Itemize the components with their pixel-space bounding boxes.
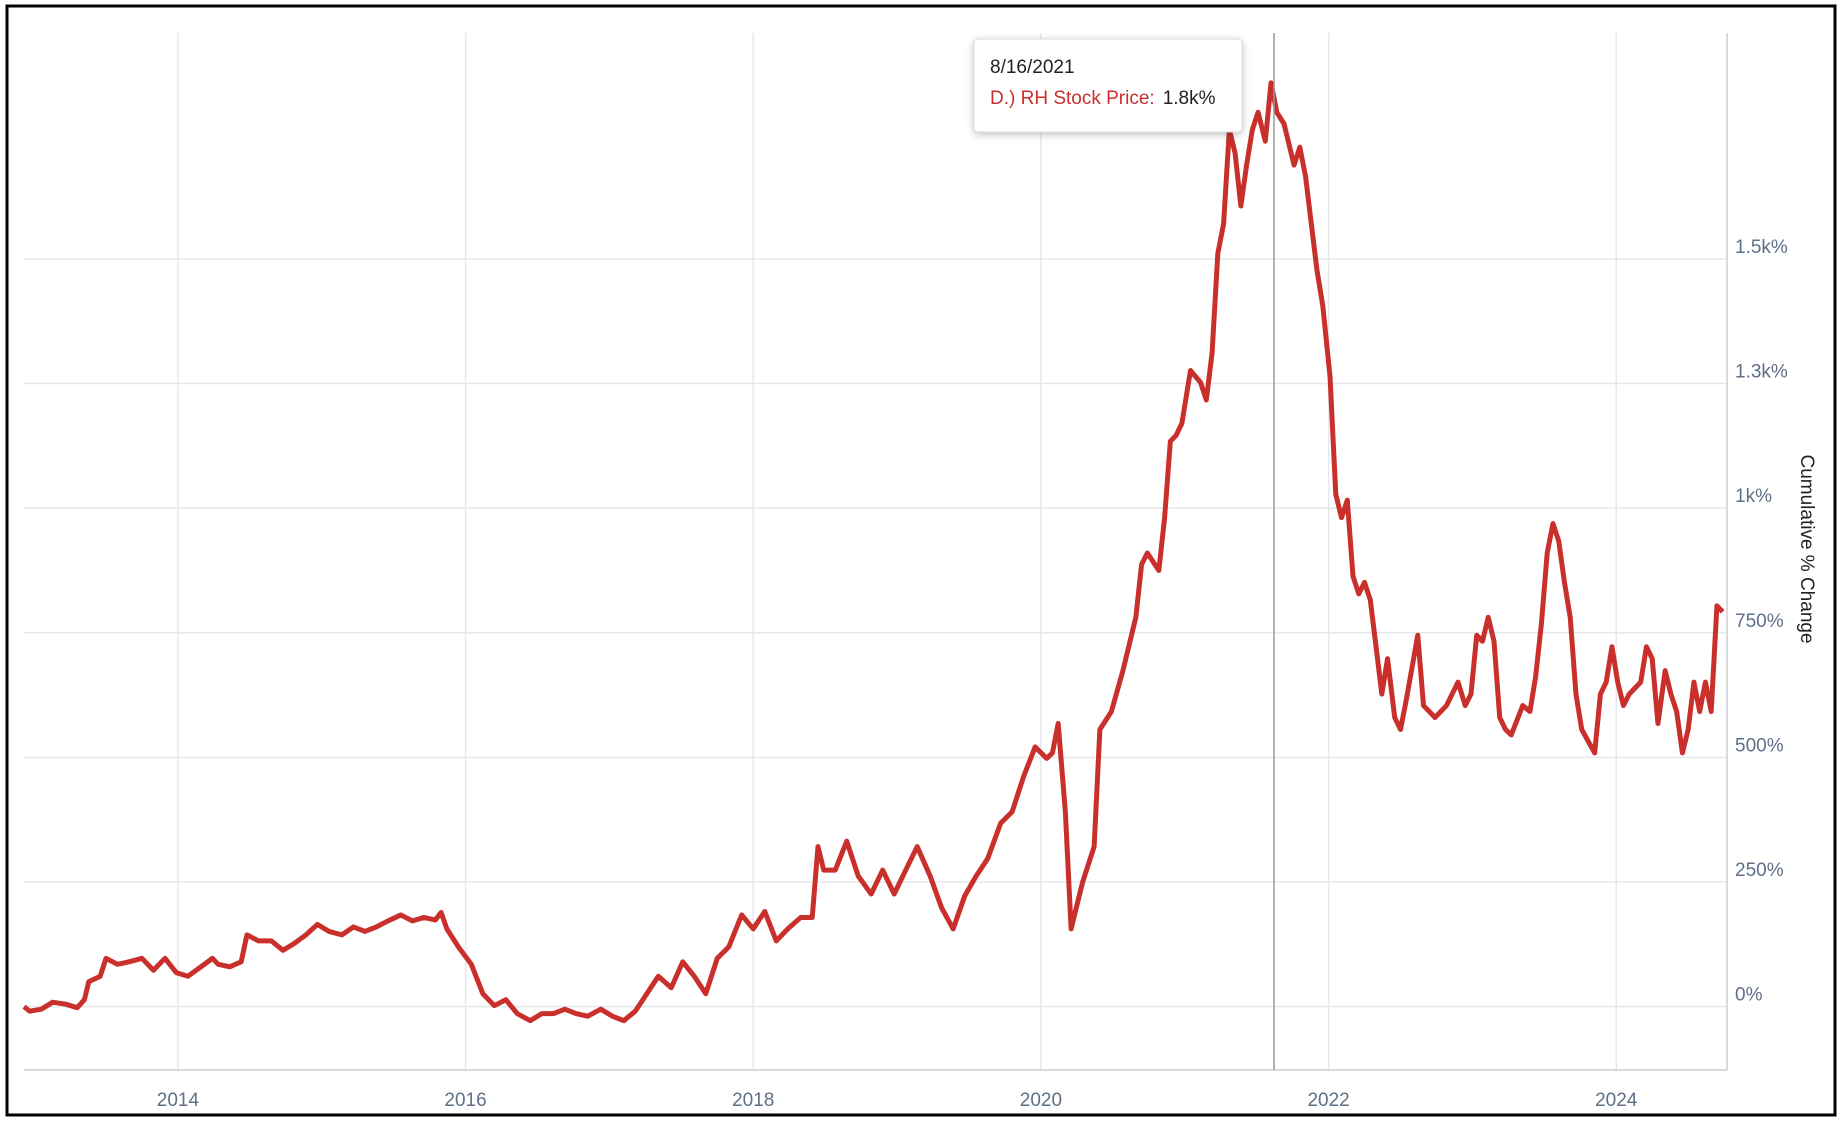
tooltip-series: D.) RH Stock Price: bbox=[990, 88, 1155, 109]
y-tick-label: 750% bbox=[1735, 611, 1784, 632]
x-tick-label: 2020 bbox=[1020, 1090, 1062, 1111]
tooltip: 8/16/2021 D.) RH Stock Price: 1.8k% bbox=[973, 38, 1243, 133]
y-tick-label: 250% bbox=[1735, 860, 1784, 881]
tooltip-date: 8/16/2021 bbox=[990, 57, 1075, 78]
x-tick-label: 2024 bbox=[1595, 1090, 1638, 1111]
y-axis-title: Cumulative % Change bbox=[1796, 454, 1817, 643]
plot bbox=[22, 80, 1725, 1024]
y-tick-label: 1k% bbox=[1735, 486, 1772, 507]
x-tick-label: 2022 bbox=[1307, 1090, 1349, 1111]
grid bbox=[24, 33, 1728, 1071]
x-tick-label: 2016 bbox=[444, 1090, 486, 1111]
y-tick-label: 1.3k% bbox=[1735, 361, 1788, 382]
tooltip-box bbox=[973, 38, 1243, 133]
tooltip-line: D.) RH Stock Price: 1.8k% bbox=[990, 88, 1216, 109]
y-tick-label: 500% bbox=[1735, 735, 1784, 756]
line bbox=[22, 80, 1725, 1024]
y-tick-label: 0% bbox=[1735, 985, 1763, 1006]
x-tick-label: 2014 bbox=[157, 1090, 200, 1111]
tooltip-value: 1.8k% bbox=[1163, 88, 1216, 109]
x-tick-label: 2018 bbox=[732, 1090, 774, 1111]
y-tick-label: 1.5k% bbox=[1735, 237, 1788, 258]
